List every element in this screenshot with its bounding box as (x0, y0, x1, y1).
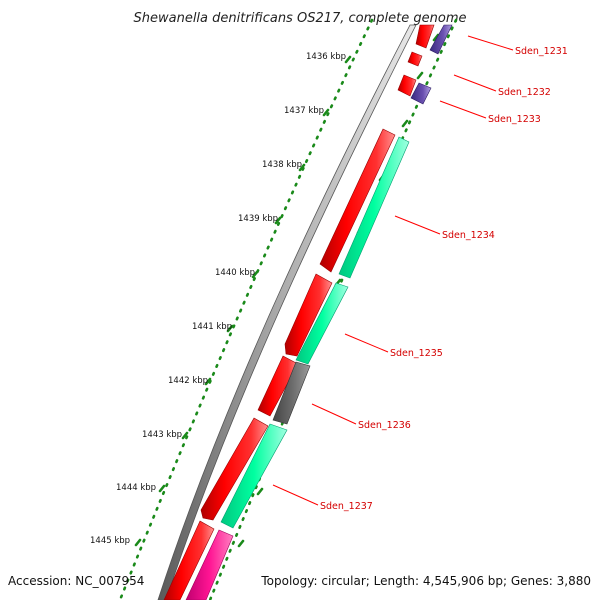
ruler-label: 1445 kbp (90, 536, 130, 546)
gene-arrow-sden-1234-red[interactable] (319, 128, 396, 273)
gene-block-purple-top[interactable] (429, 24, 453, 55)
ruler-label: 1439 kbp (238, 214, 278, 224)
gene-label-sden-1236[interactable]: Sden_1236 (358, 420, 411, 431)
gene-arrow-red-2[interactable] (284, 273, 333, 357)
gene-label-sden-1232[interactable]: Sden_1232 (498, 87, 551, 98)
forward-strand-features (163, 24, 435, 600)
ruler-tick (204, 377, 212, 386)
strand-dotted-line (208, 18, 458, 600)
ruler-label: 1440 kbp (215, 268, 255, 278)
ruler-tick (322, 108, 330, 117)
gene-label-sden-1234[interactable]: Sden_1234 (442, 230, 495, 241)
ruler-tick (251, 270, 259, 279)
ruler-tick (181, 431, 189, 440)
gene-arrow-sden-1231[interactable] (415, 24, 435, 49)
ruler-tick-marks (134, 55, 352, 547)
ruler-label: 1444 kbp (116, 483, 156, 493)
ruler-label: 1442 kbp (168, 376, 208, 386)
topology-text: Topology: circular; Length: 4,545,906 bp… (261, 574, 591, 588)
gene-arrow-red-3[interactable] (257, 355, 299, 417)
reverse-strand-features (185, 24, 453, 600)
gene-labels: Sden_1231 Sden_1232 Sden_1233 Sden_1234 … (320, 46, 568, 512)
accession-text: Accession: NC_007954 (8, 574, 145, 588)
gene-block-sden-1236[interactable] (272, 361, 311, 425)
gene-label-sden-1235[interactable]: Sden_1235 (390, 348, 443, 359)
ruler-tick (158, 484, 166, 493)
gene-block-sden-1234[interactable] (338, 136, 410, 279)
ruler-label: 1441 kbp (192, 322, 232, 332)
ruler-labels: 1436 kbp 1437 kbp 1438 kbp 1439 kbp 1440… (90, 52, 346, 546)
gene-label-sden-1231[interactable]: Sden_1231 (515, 46, 568, 57)
ruler-label: 1443 kbp (142, 430, 182, 440)
ruler-tick (298, 163, 306, 172)
ruler-tick (344, 55, 352, 64)
gene-leader-lines (272, 35, 514, 506)
gene-arrow-red-4[interactable] (200, 417, 269, 521)
gene-label-sden-1233[interactable]: Sden_1233 (488, 114, 541, 125)
ruler-label: 1436 kbp (306, 52, 346, 62)
ruler-tick (274, 216, 282, 225)
ruler-tick (226, 324, 234, 333)
gene-arrow-red-5[interactable] (163, 520, 215, 600)
gene-block-sden-1237[interactable] (220, 423, 288, 529)
ruler-label: 1438 kbp (262, 160, 302, 170)
gene-arrow-sden-1232[interactable] (407, 51, 423, 67)
gene-arrow-sden-1232b[interactable] (397, 74, 417, 97)
genome-backbone (157, 24, 417, 600)
gene-block-sden-1233[interactable] (410, 82, 432, 105)
ruler-label: 1437 kbp (284, 106, 324, 116)
map-title: Shewanella denitrificans OS217, complete… (134, 11, 467, 26)
gene-label-sden-1237[interactable]: Sden_1237 (320, 501, 373, 512)
gene-block-pink[interactable] (185, 529, 234, 600)
gene-block-sden-1235[interactable] (295, 282, 349, 365)
ruler-tick (134, 538, 142, 547)
